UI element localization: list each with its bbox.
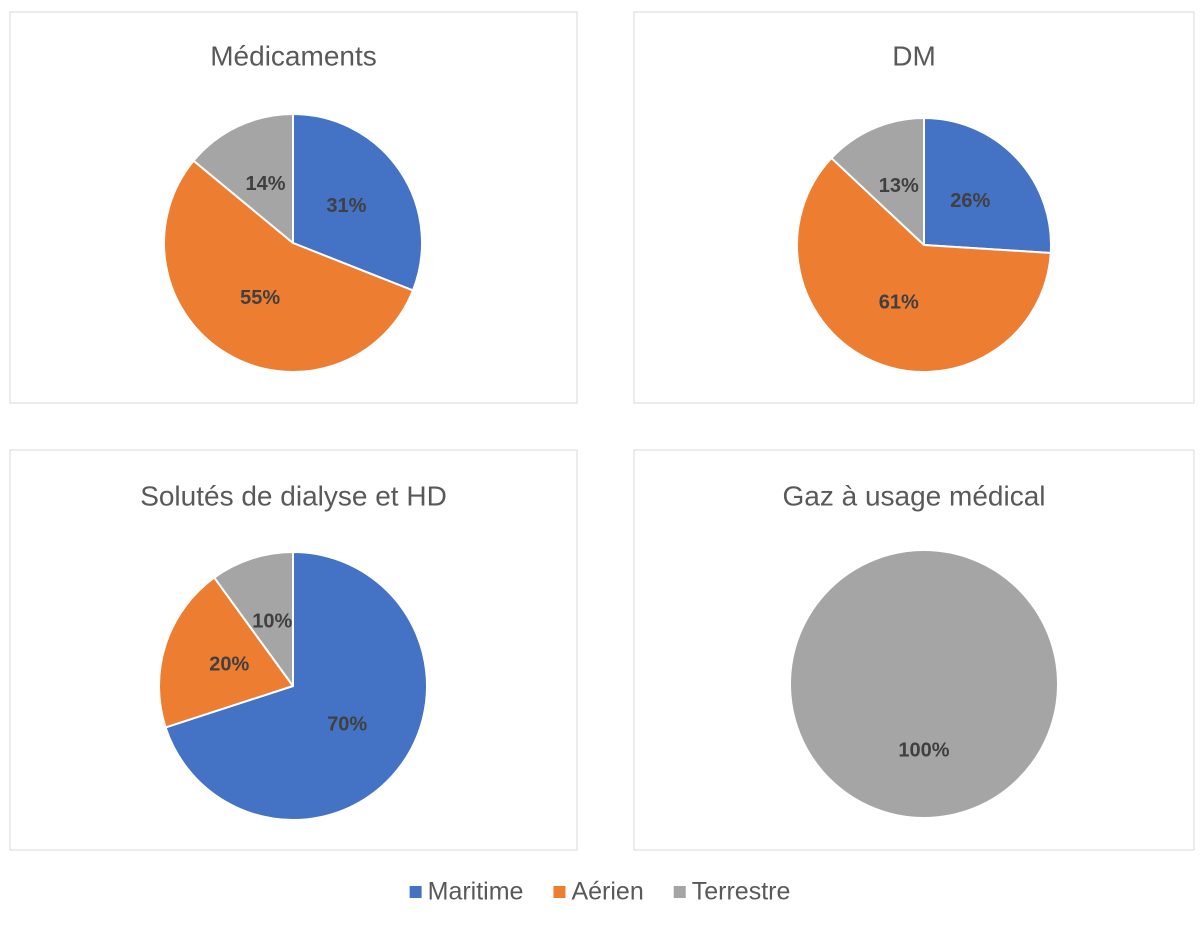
data-label: 14% [246, 173, 286, 195]
data-label: 70% [327, 714, 367, 736]
data-label: 31% [326, 195, 366, 217]
chart-title: Solutés de dialyse et HD [140, 480, 447, 511]
chart-title: DM [892, 40, 936, 71]
pie-slice [213, 551, 294, 687]
data-label: 10% [252, 611, 292, 633]
legend-label: Terrestre [692, 878, 791, 906]
legend-swatch [553, 886, 566, 898]
pie-slice [789, 549, 1059, 819]
chart-title: Gaz à usage médical [782, 480, 1045, 511]
data-label: 13% [879, 175, 919, 197]
data-label: 20% [209, 654, 249, 676]
legend-label: Aérien [571, 878, 643, 906]
pie-slice [830, 117, 925, 246]
pie-slice [796, 157, 1052, 373]
pie-slice [292, 113, 423, 292]
pie-slice [923, 117, 1052, 254]
legend-swatch [409, 886, 422, 898]
legend-label: Maritime [428, 878, 524, 906]
pie-slice [164, 551, 428, 821]
data-label: 100% [898, 739, 949, 761]
pie-slice [192, 113, 294, 244]
legend-swatch [673, 886, 686, 898]
data-label: 26% [950, 190, 990, 212]
data-label: 61% [879, 292, 919, 314]
pie-slice [163, 159, 414, 373]
data-label: 55% [240, 287, 280, 309]
pie-slice [158, 576, 294, 729]
chart-title: Médicaments [210, 40, 377, 71]
